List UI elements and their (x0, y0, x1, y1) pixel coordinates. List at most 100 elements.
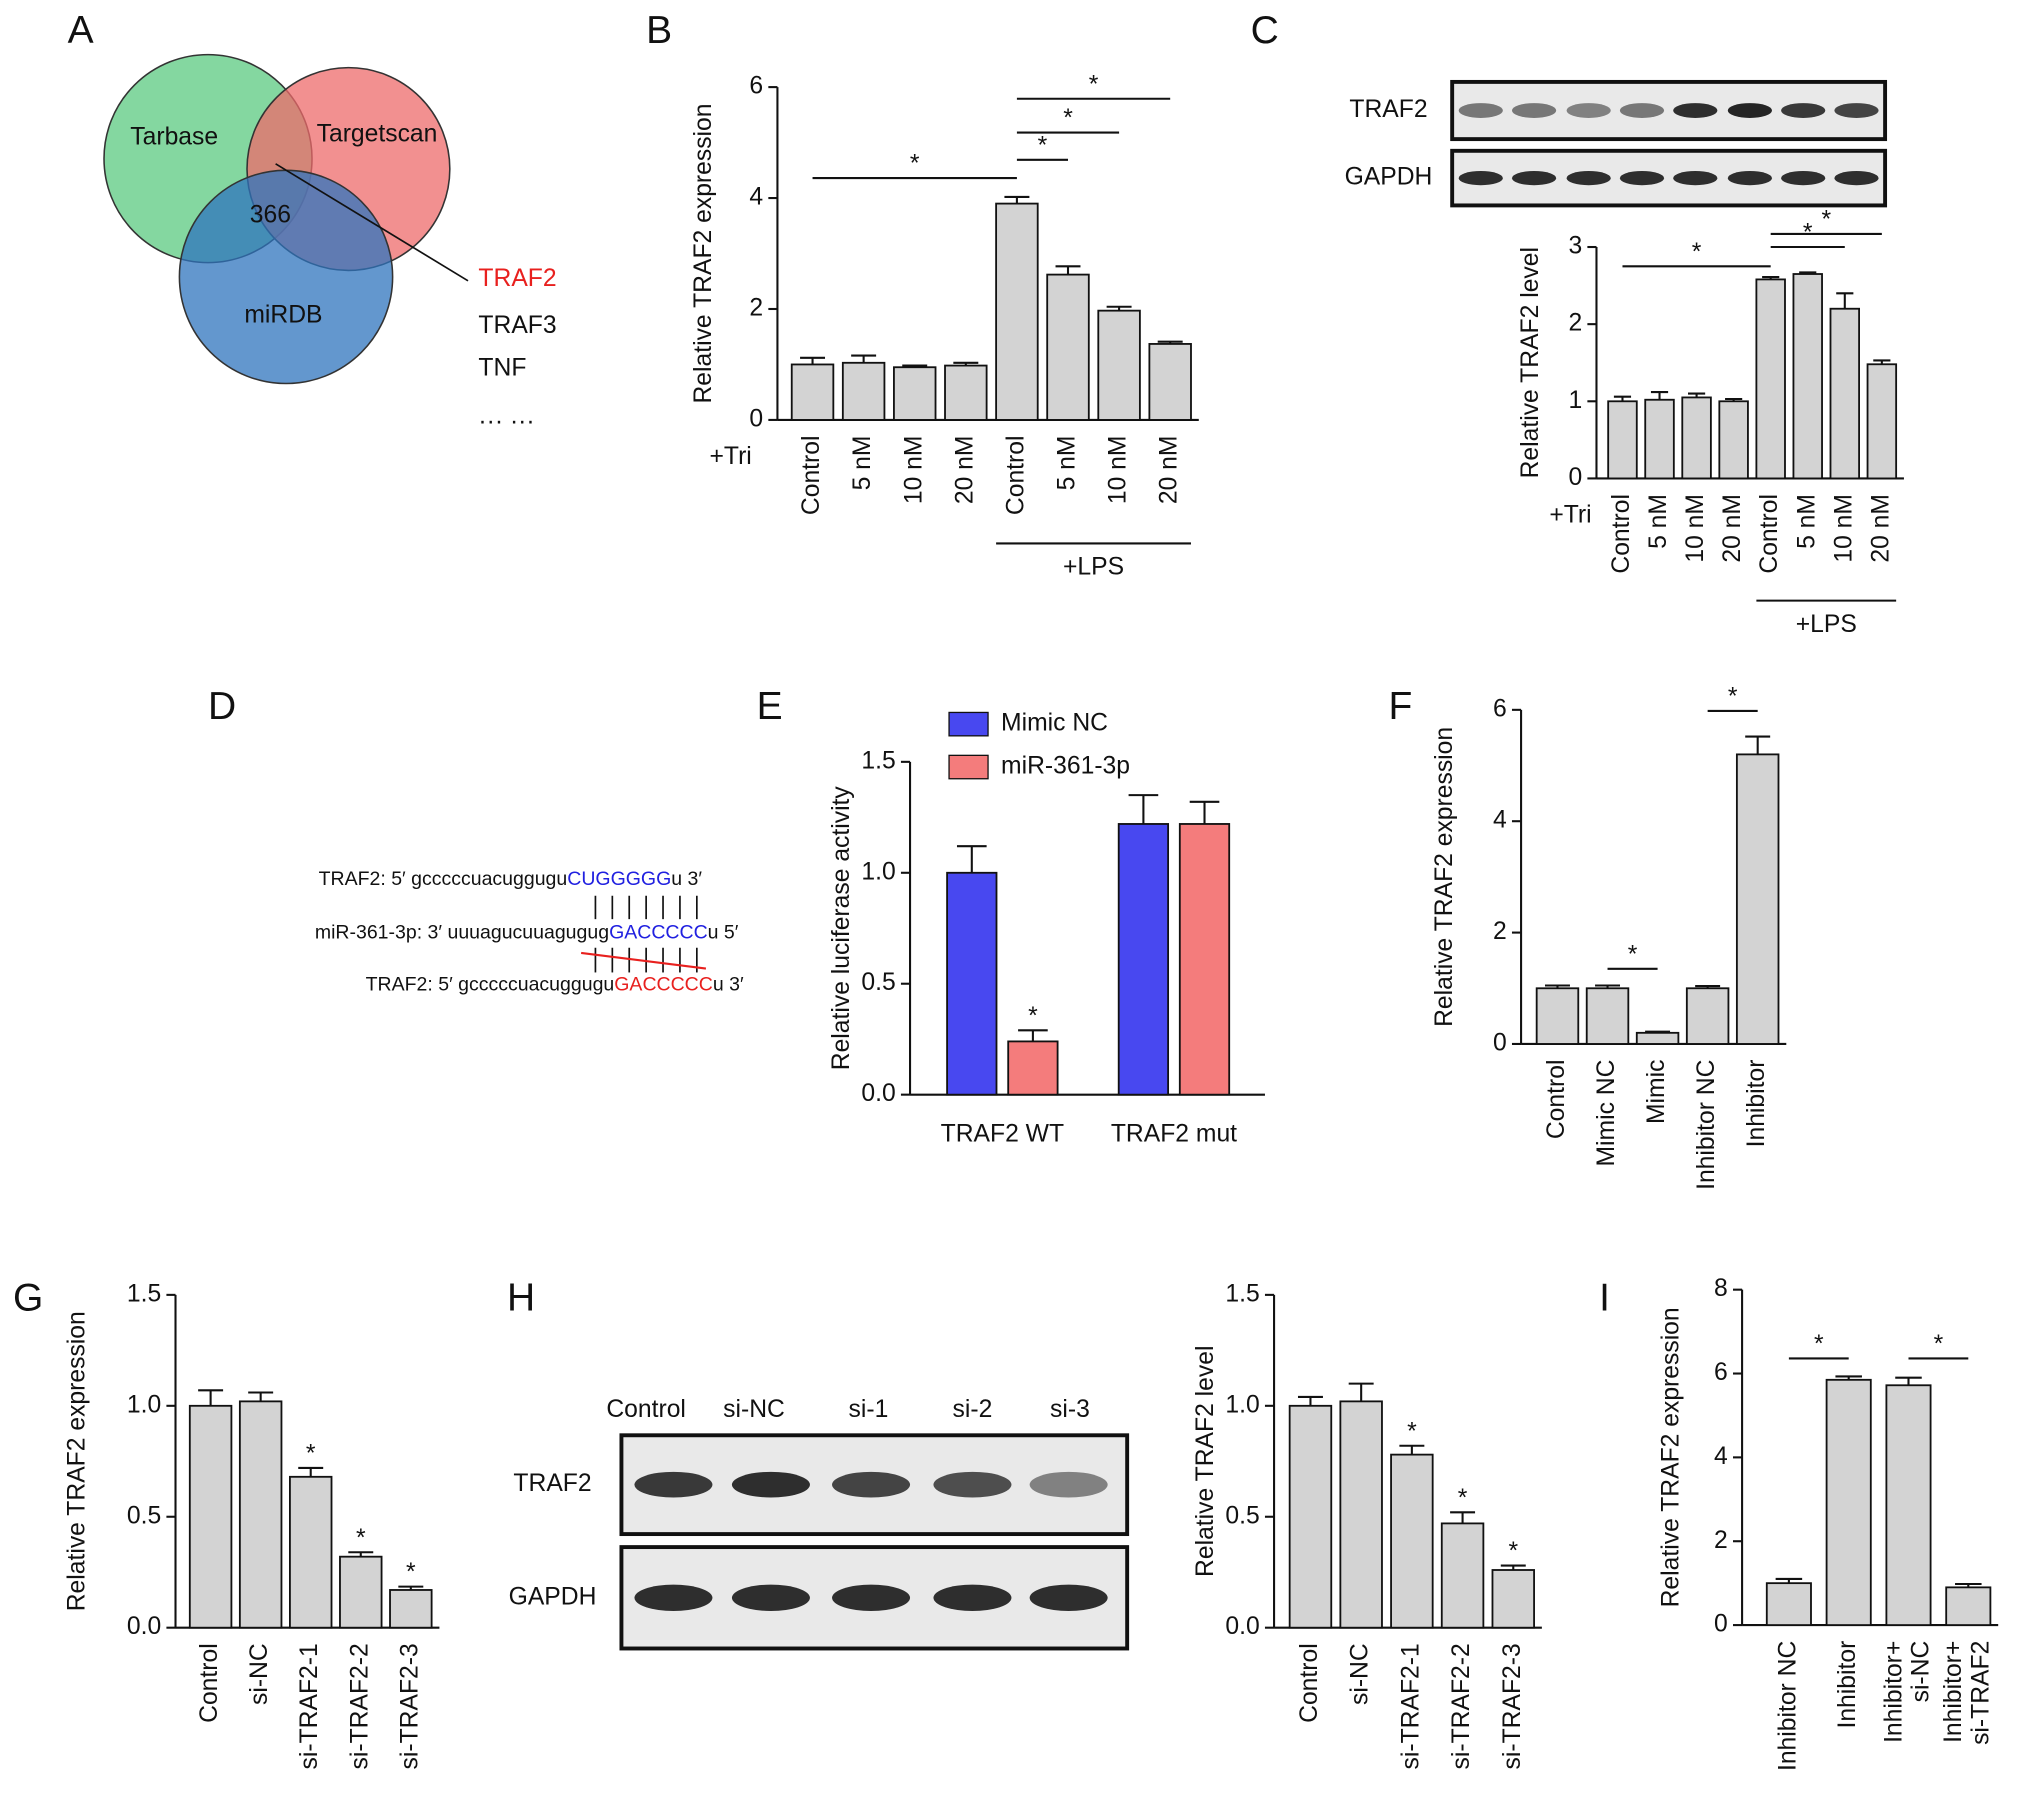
x-tick-group: 20 nM (1719, 494, 1746, 563)
blot-band (1619, 171, 1665, 186)
x-tick-group: Mimic NC (1593, 1060, 1620, 1167)
blot-band (1511, 103, 1557, 118)
x-tick-label: si-TRAF2-2 (346, 1643, 373, 1769)
significance-star: * (1821, 206, 1831, 233)
y-tick-label: 4 (749, 184, 763, 211)
x-tick-label: si-TRAF2-1 (1397, 1643, 1424, 1769)
bar (1735, 753, 1780, 1045)
panel-letter: C (1251, 9, 1279, 52)
x-tick-group: 5 nM (1054, 436, 1081, 491)
y-tick-label: 1.5 (861, 747, 895, 774)
blot-band (731, 1471, 810, 1498)
x-tick-label: 20 nM (1719, 494, 1746, 563)
bar (1945, 1586, 1992, 1626)
y-tick-label: 1.0 (861, 858, 895, 885)
y-axis-label: Relative TRAF2 expression (64, 1311, 91, 1611)
significance-star: * (1728, 683, 1738, 710)
y-tick-label: 1.0 (127, 1391, 161, 1418)
y-tick-label: 4 (1493, 807, 1507, 834)
blot-band (1727, 171, 1772, 186)
x-tick-label: TRAF2 WT (941, 1120, 1064, 1147)
pointer-line (275, 163, 469, 282)
x-tick-label: si-TRAF2-2 (1448, 1643, 1475, 1769)
venn-set: Tarbase (130, 123, 218, 150)
x-tick-label: 5 nM (849, 436, 876, 491)
sequence-line: TRAF2: 5′ gcccccuacugguguCUGGGGGu 3′ (319, 868, 703, 890)
blot-lane-label: si-2 (953, 1396, 993, 1423)
legend-label: Mimic NC (1001, 710, 1108, 737)
blot-band (1834, 103, 1879, 118)
panel-letter: A (68, 9, 94, 52)
x-tick-label: 20 nM (951, 436, 978, 505)
y-tick-label: 0.5 (861, 969, 895, 996)
mismatch-strike (580, 951, 707, 970)
group-label: +LPS (1063, 554, 1124, 581)
significance-star: * (1089, 71, 1099, 98)
x-tick-group: Inhibitor+ si-TRAF2 (1940, 1641, 1994, 1745)
x-tick-group: 5 nM (849, 436, 876, 491)
bar (1866, 363, 1898, 480)
x-tick-group: 20 nM (951, 436, 978, 505)
x-tick-label: Control (1543, 1060, 1570, 1140)
bar (1635, 1031, 1680, 1045)
x-tick-group: 20 nM (1156, 436, 1183, 505)
bar (1178, 823, 1231, 1096)
panel-letter: G (13, 1276, 43, 1319)
x-tick-label: Inhibitor NC (1693, 1060, 1720, 1190)
x-tick-label: Mimic NC (1593, 1060, 1620, 1167)
venn-set: miRDB (244, 301, 322, 328)
bar (188, 1404, 233, 1629)
x-tick-label: Control (1756, 494, 1783, 574)
bar (289, 1475, 333, 1629)
legend-swatch (948, 711, 989, 737)
y-axis-label: Relative TRAF2 level (1517, 247, 1544, 478)
x-tick-label: si-NC (1347, 1643, 1374, 1705)
bar (946, 871, 998, 1096)
blot-band (1727, 103, 1772, 118)
blot-band (1511, 171, 1557, 186)
x-tick-label: 10 nM (900, 436, 927, 505)
x-tick-label: 20 nM (1867, 494, 1894, 563)
gene: ··· ··· (478, 408, 534, 435)
x-tick-label: Control (798, 436, 825, 516)
legend-swatch (948, 754, 989, 780)
x-tick-label: Mimic (1643, 1060, 1670, 1124)
y-tick-label: 2 (1493, 918, 1507, 945)
x-tick-group: si-TRAF2-2 (1448, 1643, 1475, 1769)
bar (1117, 823, 1170, 1096)
blot-band (1781, 103, 1826, 118)
x-tick-label: Inhibitor (1743, 1060, 1770, 1148)
bar (1097, 309, 1141, 421)
blot-band (1566, 103, 1611, 118)
x-tick-label: Control (1608, 494, 1635, 574)
bar (389, 1589, 433, 1629)
seq-part: TRAF2: 5′ gcccccuacuggugu (319, 868, 568, 890)
y-tick-label: 1.5 (127, 1280, 161, 1307)
bar (1607, 400, 1638, 480)
sequence-line: TRAF2: 5′ gcccccuacugguguGACCCCCu 3′ (366, 974, 744, 996)
bar (1288, 1404, 1333, 1629)
y-tick-label: 3 (1568, 233, 1582, 260)
x-tick-label: 5 nM (1793, 494, 1820, 549)
bar (1390, 1453, 1434, 1629)
x-tick-label: 5 nM (1645, 494, 1672, 549)
x-tick-group: Control (1296, 1643, 1323, 1723)
blot-lane-label: si-1 (849, 1396, 889, 1423)
legend-label: miR-361-3p (1001, 753, 1130, 780)
x-tick-group: Inhibitor+ si-NC (1880, 1641, 1934, 1743)
y-tick-label: 2 (749, 295, 763, 322)
x-tick-label: 20 nM (1156, 436, 1183, 505)
significance-star: * (1628, 941, 1638, 968)
seq-part: u 3′ (713, 974, 744, 996)
x-tick-label: si-TRAF2-1 (296, 1643, 323, 1769)
x-tick-label: TRAF2 mut (1111, 1120, 1237, 1147)
significance-star: * (1038, 132, 1048, 159)
x-tick-group: Control (196, 1643, 223, 1723)
x-tick-group: si-TRAF2-1 (1397, 1643, 1424, 1769)
blot-band (1566, 171, 1611, 186)
significance-star: * (910, 151, 920, 178)
bar (841, 361, 886, 421)
panel-letter: E (757, 685, 783, 728)
bar (790, 363, 835, 421)
bar (1792, 273, 1823, 480)
